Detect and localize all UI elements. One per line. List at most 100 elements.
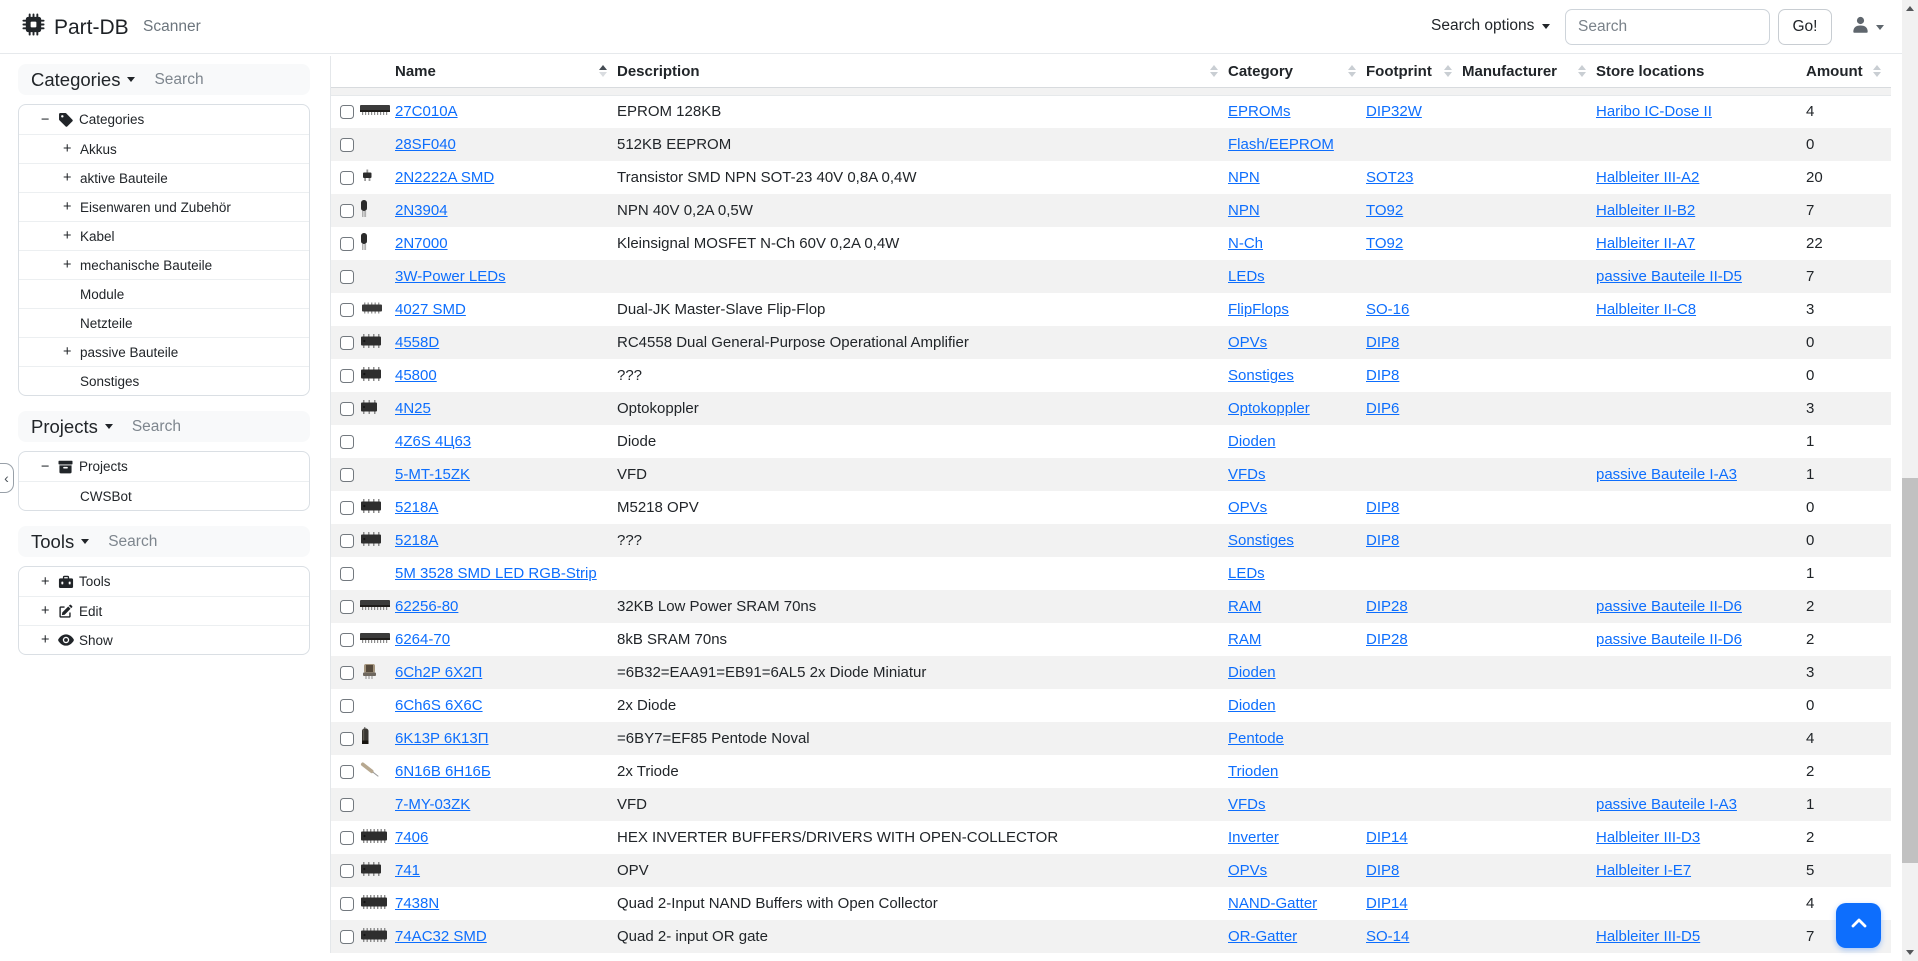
scrollbar-thumb[interactable] <box>1902 478 1918 863</box>
category-link[interactable]: NPN <box>1228 169 1260 186</box>
footprint-link[interactable]: DIP14 <box>1366 895 1408 912</box>
part-name-link[interactable]: 7406 <box>395 829 429 846</box>
row-checkbox[interactable] <box>340 203 354 218</box>
tree-item-sonstiges[interactable]: Sonstiges <box>19 366 309 395</box>
tree-item-akkus[interactable]: + Akkus <box>19 134 309 163</box>
category-link[interactable]: VFDs <box>1228 466 1266 483</box>
category-link[interactable]: NAND-Gatter <box>1228 895 1318 912</box>
tree-item-projects[interactable]: − Projects <box>19 452 309 481</box>
category-link[interactable]: OPVs <box>1228 862 1268 879</box>
scroll-to-top-button[interactable] <box>1836 903 1881 948</box>
column-header-footprint[interactable]: Footprint <box>1366 56 1462 88</box>
row-checkbox[interactable] <box>340 533 354 548</box>
row-checkbox[interactable] <box>340 335 354 350</box>
category-link[interactable]: Dioden <box>1228 433 1276 450</box>
tree-toggle[interactable]: + <box>63 141 72 157</box>
tree-item-show[interactable]: + Show <box>19 625 309 654</box>
category-link[interactable]: LEDs <box>1228 565 1265 582</box>
part-name-link[interactable]: 6N16B 6Н16Б <box>395 763 491 780</box>
part-name-link[interactable]: 6Ch2P 6Х2П <box>395 664 483 681</box>
footprint-link[interactable]: TO92 <box>1366 202 1404 219</box>
category-link[interactable]: VFDs <box>1228 796 1266 813</box>
column-header-store-locations[interactable]: Store locations <box>1596 56 1806 88</box>
footprint-link[interactable]: SO-16 <box>1366 301 1410 318</box>
column-header-description[interactable]: Description <box>617 56 1228 88</box>
row-checkbox[interactable] <box>340 698 354 713</box>
part-name-link[interactable]: 28SF040 <box>395 136 456 153</box>
tree-item-categories[interactable]: − Categories <box>19 105 309 134</box>
row-checkbox[interactable] <box>340 467 354 482</box>
category-link[interactable]: RAM <box>1228 631 1262 648</box>
tree-toggle[interactable]: + <box>41 573 50 590</box>
footprint-link[interactable]: DIP6 <box>1366 400 1400 417</box>
category-link[interactable]: FlipFlops <box>1228 301 1289 318</box>
column-header-manufacturer[interactable]: Manufacturer <box>1462 56 1596 88</box>
row-checkbox[interactable] <box>340 500 354 515</box>
row-checkbox[interactable] <box>340 137 354 152</box>
category-link[interactable]: OR-Gatter <box>1228 928 1298 945</box>
row-checkbox[interactable] <box>340 764 354 779</box>
projects-dropdown[interactable]: Projects <box>31 416 113 438</box>
category-link[interactable]: Trioden <box>1228 763 1279 780</box>
nav-link-scanner[interactable]: Scanner <box>143 18 201 35</box>
tools-dropdown[interactable]: Tools <box>31 531 90 553</box>
store-location-link[interactable]: Halbleiter III-D5 <box>1596 928 1701 945</box>
row-checkbox[interactable] <box>340 269 354 284</box>
category-link[interactable]: Sonstiges <box>1228 532 1294 549</box>
row-checkbox[interactable] <box>340 731 354 746</box>
sidebar-collapse-handle[interactable]: ‹ <box>0 463 14 493</box>
row-checkbox[interactable] <box>340 236 354 251</box>
row-checkbox[interactable] <box>340 632 354 647</box>
tree-item-mechanische-bauteile[interactable]: + mechanische Bauteile <box>19 250 309 279</box>
category-link[interactable]: EPROMs <box>1228 103 1291 121</box>
store-location-link[interactable]: Halbleiter III-A2 <box>1596 169 1700 186</box>
footprint-link[interactable]: DIP8 <box>1366 367 1400 384</box>
app-brand[interactable]: Part-DB <box>22 13 129 42</box>
footprint-link[interactable]: DIP32W <box>1366 103 1422 121</box>
tree-item-kabel[interactable]: + Kabel <box>19 221 309 250</box>
tree-item-aktive-bauteile[interactable]: + aktive Bauteile <box>19 163 309 192</box>
row-checkbox[interactable] <box>340 896 354 911</box>
part-name-link[interactable]: 62256-80 <box>395 598 459 615</box>
tree-toggle[interactable]: + <box>63 344 72 360</box>
footprint-link[interactable]: TO92 <box>1366 235 1404 252</box>
store-location-link[interactable]: Halbleiter I-E7 <box>1596 862 1692 879</box>
store-location-link[interactable]: passive Bauteile I-A3 <box>1596 796 1737 813</box>
part-name-link[interactable]: 74AC32 SMD <box>395 928 487 945</box>
row-checkbox[interactable] <box>340 797 354 812</box>
part-name-link[interactable]: 5M 3528 SMD LED RGB-Strip <box>395 565 597 582</box>
store-location-link[interactable]: Halbleiter II-C8 <box>1596 301 1697 318</box>
user-menu[interactable] <box>1851 15 1884 39</box>
store-location-link[interactable]: passive Bauteile I-A3 <box>1596 466 1737 483</box>
categories-search-input[interactable] <box>154 70 275 89</box>
row-checkbox[interactable] <box>340 302 354 317</box>
tree-toggle[interactable]: + <box>63 257 72 273</box>
store-location-link[interactable]: Halbleiter III-D3 <box>1596 829 1701 846</box>
tree-toggle[interactable]: + <box>41 632 50 648</box>
store-location-link[interactable]: passive Bauteile II-D6 <box>1596 631 1742 648</box>
footprint-link[interactable]: DIP14 <box>1366 829 1408 846</box>
go-button[interactable]: Go! <box>1778 9 1832 45</box>
category-link[interactable]: Inverter <box>1228 829 1279 846</box>
tree-item-netzteile[interactable]: Netzteile <box>19 308 309 337</box>
tree-toggle[interactable]: + <box>63 228 72 244</box>
store-location-link[interactable]: passive Bauteile II-D6 <box>1596 598 1742 615</box>
tree-toggle[interactable]: + <box>41 603 50 619</box>
footprint-link[interactable]: SO-14 <box>1366 928 1410 945</box>
part-name-link[interactable]: 6264-70 <box>395 631 451 648</box>
row-checkbox[interactable] <box>340 929 354 944</box>
footprint-link[interactable]: DIP28 <box>1366 598 1408 615</box>
part-name-link[interactable]: 4027 SMD <box>395 301 466 318</box>
store-location-link[interactable]: Haribo IC-Dose II <box>1596 103 1712 121</box>
tools-search-input[interactable] <box>108 532 229 551</box>
category-link[interactable]: Pentode <box>1228 730 1284 747</box>
tree-toggle[interactable]: − <box>41 111 50 128</box>
column-header-category[interactable]: Category <box>1228 56 1366 88</box>
row-checkbox[interactable] <box>340 434 354 449</box>
part-name-link[interactable]: 741 <box>395 862 421 879</box>
category-link[interactable]: Dioden <box>1228 697 1276 714</box>
category-link[interactable]: Dioden <box>1228 664 1276 681</box>
row-checkbox[interactable] <box>340 170 354 185</box>
row-checkbox[interactable] <box>340 104 354 119</box>
scrollbar-up-arrow[interactable] <box>1906 6 1914 11</box>
